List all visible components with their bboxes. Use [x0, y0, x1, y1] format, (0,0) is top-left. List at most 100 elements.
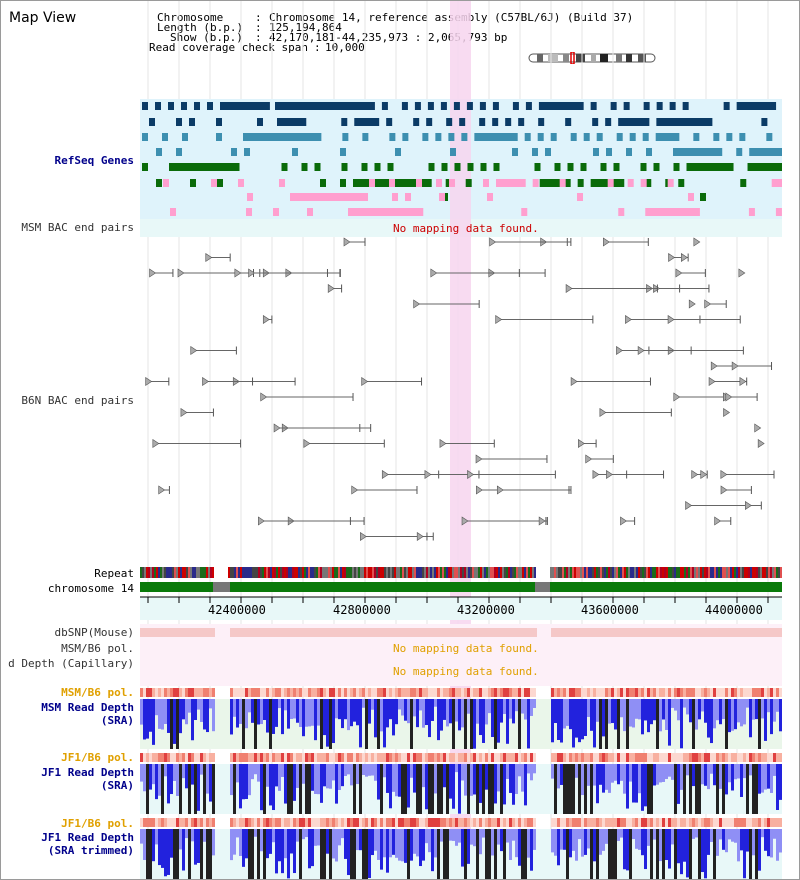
msm-bac-label[interactable]: MSM BAC end pairs: [21, 221, 134, 234]
depth-bar: [779, 764, 782, 800]
b6n-bac-label[interactable]: B6N BAC end pairs: [21, 394, 134, 407]
chromosome-label[interactable]: chromosome 14: [47, 582, 134, 595]
chromosome-gap: [535, 582, 550, 592]
gene-glyph: [618, 208, 625, 216]
polymorphism-cell: [278, 818, 281, 827]
read-depth-capillary-label[interactable]: d Depth (Capillary): [8, 657, 134, 670]
depth-bar: [509, 764, 512, 793]
jf1-read-depth-label[interactable]: JF1 Read Depth: [41, 766, 134, 779]
repeat-segment: [188, 567, 190, 578]
polymorphism-cell: [263, 753, 266, 762]
jf1-read-depth-sra-label[interactable]: (SRA): [100, 779, 134, 792]
genome-tracks[interactable]: [140, 0, 782, 880]
jf1-read-depth-trimmed-label[interactable]: JF1 Read Depth: [41, 831, 134, 844]
polymorphism-cell: [773, 688, 776, 697]
depth-bar: [674, 764, 677, 814]
polymorphism-cell: [512, 688, 515, 697]
polymorphism-cell: [266, 818, 269, 827]
polymorphism-cell: [584, 818, 587, 827]
gene-glyph: [669, 102, 676, 110]
bac-end-marker: [262, 314, 270, 325]
map-view-title: Map View: [9, 10, 77, 26]
depth-bar: [461, 829, 464, 867]
gene-glyph: [354, 118, 380, 126]
gene-glyph: [496, 179, 526, 187]
polymorphism-cell: [452, 818, 455, 827]
polymorphism-cell: [743, 688, 746, 697]
polymorphism-cell: [410, 688, 413, 697]
polymorphism-cell: [635, 753, 638, 762]
gene-glyph: [446, 118, 453, 126]
depth-bar: [680, 829, 683, 875]
polymorphism-cell: [377, 688, 380, 697]
jf1-read-depth-sra-trimmed-label[interactable]: (SRA trimmed): [47, 844, 134, 857]
refseq-genes-label[interactable]: RefSeq Genes: [54, 154, 134, 167]
polymorphism-cell: [362, 818, 365, 827]
polymorphism-cell: [140, 753, 143, 762]
polymorphism-cell: [749, 818, 752, 827]
gene-glyph: [726, 133, 733, 141]
msm-b6-pol-no-data: No mapping data found.: [393, 642, 539, 655]
chromosome-ideogram[interactable]: [528, 52, 656, 64]
depth-bar: [683, 764, 686, 814]
depth-bar: [677, 764, 680, 804]
polymorphism-cell: [209, 688, 212, 697]
polymorphism-cell: [746, 818, 749, 827]
repeat-segment: [464, 567, 466, 578]
msm-b6-pol-label-gray[interactable]: MSM/B6 pol.: [61, 642, 134, 655]
polymorphism-cell: [233, 688, 236, 697]
repeat-segment: [642, 567, 644, 578]
chromosome-label: Chromosome: [157, 11, 224, 24]
polymorphism-cell: [491, 688, 494, 697]
depth-bar: [362, 699, 365, 708]
depth-bar: [476, 764, 479, 814]
jf1-b6-pol-label-2[interactable]: JF1/B6 pol.: [61, 817, 134, 830]
depth-bar: [251, 829, 254, 879]
polymorphism-cell: [656, 818, 659, 827]
depth-bar: [575, 764, 578, 778]
gene-glyph: [207, 102, 213, 110]
polymorphism-cell: [326, 688, 329, 697]
gene-glyph: [163, 179, 169, 187]
msm-read-depth-label[interactable]: MSM Read Depth: [41, 701, 134, 714]
bac-end-marker: [681, 252, 688, 263]
depth-bar: [275, 764, 278, 787]
msm-read-depth-sra-label[interactable]: (SRA): [100, 714, 134, 727]
repeat-segment: [658, 567, 660, 578]
polymorphism-cell: [329, 688, 332, 697]
depth-bar: [473, 829, 476, 847]
bac-end-marker: [616, 345, 623, 356]
polymorphism-cell: [647, 688, 650, 697]
polymorphism-cell: [680, 688, 683, 697]
jf1-b6-pol-label[interactable]: JF1/B6 pol.: [61, 751, 134, 764]
gene-glyph: [155, 102, 161, 110]
depth-bar: [680, 764, 683, 790]
polymorphism-cell: [155, 688, 158, 697]
repeat-segment: [406, 567, 408, 578]
polymorphism-cell: [551, 753, 554, 762]
repeat-segment: [526, 567, 528, 578]
repeat-segment: [186, 567, 188, 578]
repeat-label[interactable]: Repeat: [94, 567, 134, 580]
polymorphism-cell: [779, 688, 782, 697]
repeat-segment: [624, 567, 626, 578]
depth-bar: [209, 699, 212, 709]
repeat-segment: [620, 567, 622, 578]
polymorphism-cell: [254, 818, 257, 827]
repeat-segment: [520, 567, 522, 578]
msm-b6-pol-label[interactable]: MSM/B6 pol.: [61, 686, 134, 699]
depth-bar: [767, 699, 770, 713]
depth-bar: [485, 699, 488, 725]
polymorphism-cell: [479, 753, 482, 762]
depth-bar: [662, 829, 665, 879]
depth-bar: [320, 829, 323, 879]
polymorphism-cell: [167, 688, 170, 697]
dbsnp-segment: [551, 628, 782, 637]
polymorphism-cell: [485, 688, 488, 697]
depth-bar: [374, 699, 377, 738]
dbsnp-label[interactable]: dbSNP(Mouse): [54, 626, 134, 639]
polymorphism-cell: [275, 818, 278, 827]
polymorphism-cell: [617, 688, 620, 697]
depth-bar: [629, 829, 632, 879]
gene-glyph: [640, 163, 647, 171]
